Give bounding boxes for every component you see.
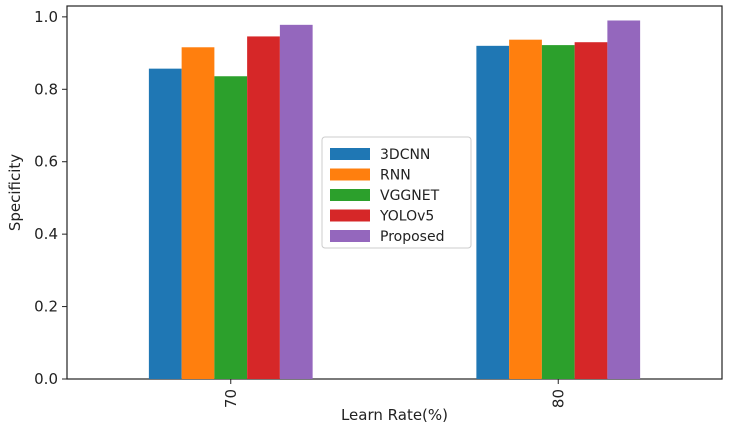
- legend-swatch-proposed: [330, 230, 370, 242]
- plot-area: [66, 5, 723, 380]
- bar-3dcnn-80: [476, 45, 510, 379]
- bar-yolov5-70: [247, 36, 280, 380]
- bar-vggnet-80: [541, 45, 575, 380]
- bar-yolov5-80: [574, 42, 608, 380]
- legend-swatch-yolov5: [330, 209, 370, 222]
- legend-label-rnn: RNN: [380, 168, 411, 184]
- y-tick-label: 0.0: [34, 370, 58, 388]
- x-axis-title: Learn Rate(%): [341, 406, 448, 424]
- y-tick-label: 0.8: [34, 80, 58, 98]
- bar-rnn-70: [181, 47, 215, 379]
- bar-3dcnn-70: [148, 68, 182, 380]
- y-tick-label: 0.6: [34, 153, 58, 171]
- x-axis: 70 80: [222, 379, 567, 408]
- bar-proposed-80: [607, 20, 641, 380]
- legend: 3DCNN RNN VGGNET YOLOv5 Proposed: [321, 136, 472, 249]
- y-axis: 0.0 0.2 0.4 0.6 0.8 1.0: [34, 8, 67, 388]
- legend-label-vggnet: VGGNET: [380, 188, 440, 204]
- legend-label-proposed: Proposed: [380, 229, 444, 245]
- y-tick-label: 0.4: [34, 225, 58, 243]
- x-tick-label: 80: [549, 389, 567, 408]
- x-tick-label: 70: [222, 389, 240, 408]
- bar-proposed-70: [279, 24, 313, 380]
- legend-label-3dcnn: 3DCNN: [380, 147, 430, 163]
- legend-swatch-rnn: [330, 168, 370, 181]
- legend-swatch-3dcnn: [330, 148, 370, 160]
- legend-swatch-vggnet: [330, 189, 370, 201]
- y-tick-label: 1.0: [34, 8, 58, 26]
- bar-rnn-80: [509, 39, 542, 380]
- bar-vggnet-70: [214, 76, 248, 379]
- y-tick-label: 0.2: [34, 298, 58, 316]
- bars-layer: [148, 20, 641, 380]
- y-axis-title: Specificity: [6, 154, 24, 231]
- legend-label-yolov5: YOLOv5: [379, 209, 434, 225]
